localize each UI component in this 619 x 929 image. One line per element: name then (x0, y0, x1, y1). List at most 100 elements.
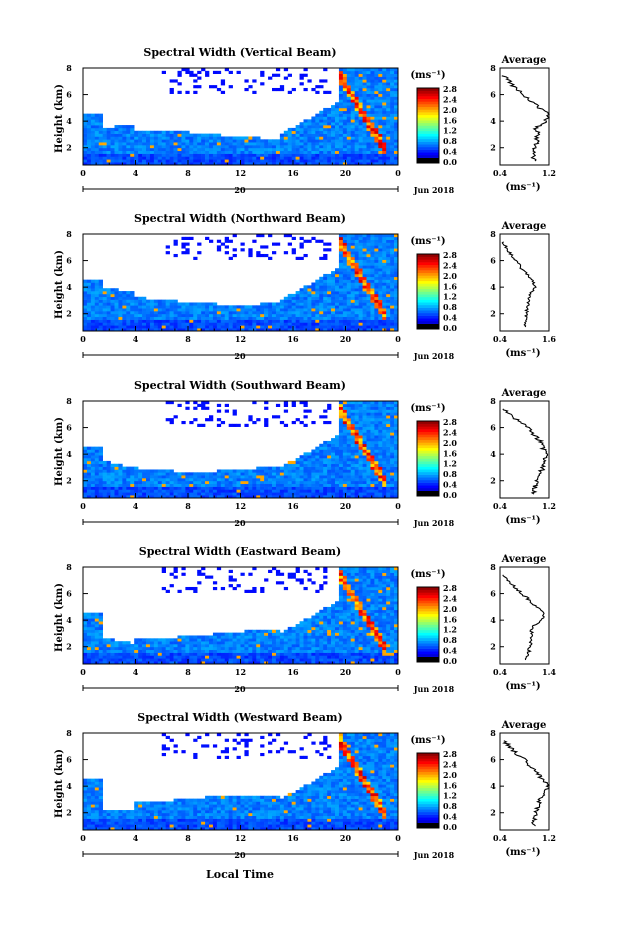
heatmap-cell (248, 472, 253, 476)
heatmap-cell (236, 475, 241, 479)
date-label: Jun 2018 (413, 185, 455, 195)
heatmap-cell (323, 142, 328, 146)
heatmap-cell (138, 308, 143, 312)
heatmap-cell (386, 236, 391, 240)
heatmap-cell (252, 159, 257, 163)
heatmap-cell (366, 466, 371, 470)
heatmap-cell (260, 308, 265, 312)
heatmap-cell (378, 234, 383, 238)
heatmap-cell (201, 652, 206, 656)
heatmap-cell (165, 658, 170, 662)
heatmap-cell (216, 483, 222, 487)
heatmap-cell (386, 262, 391, 266)
heatmap-cell (366, 418, 371, 422)
heatmap-cell (382, 142, 387, 146)
heatmap-cell (335, 291, 340, 295)
heatmap-cell (354, 325, 359, 329)
heatmap-cell (157, 130, 163, 134)
heatmap-cell (358, 319, 363, 323)
heatmap-cell (228, 70, 233, 74)
heatmap-cell (315, 159, 320, 163)
heatmap-cell (146, 150, 151, 154)
heatmap-cell (268, 162, 273, 166)
heatmap-cell (350, 469, 355, 473)
heatmap-cell (350, 440, 355, 445)
heatmap-cell (291, 489, 296, 493)
heatmap-cell (299, 142, 304, 146)
heatmap-cell (370, 265, 375, 269)
heatmap-cell (272, 495, 277, 499)
heatmap-cell (146, 311, 151, 315)
heatmap-cell (169, 641, 174, 645)
heatmap-cell (275, 305, 281, 309)
heatmap-cell (370, 259, 375, 263)
heatmap-cell (106, 311, 111, 315)
heatmap-cell (323, 440, 328, 445)
heatmap-cell (303, 305, 308, 309)
heatmap-cell (374, 119, 379, 123)
heatmap-cell (110, 291, 115, 295)
heatmap-cell (106, 489, 111, 493)
heatmap-cell (390, 296, 395, 300)
heatmap-cell (386, 432, 391, 436)
heatmap-cell (110, 316, 115, 320)
heatmap-cell (350, 446, 355, 450)
heatmap-cell (338, 265, 344, 269)
heatmap-cell (90, 279, 96, 283)
heatmap-cell (157, 133, 163, 137)
heatmap-cell (394, 311, 399, 315)
heatmap-cell (307, 239, 312, 243)
heatmap-cell (149, 472, 155, 476)
heatmap-cell (327, 107, 332, 112)
heatmap-cell (291, 311, 296, 315)
heatmap-cell (350, 420, 355, 425)
heatmap-cell (173, 150, 178, 154)
heatmap-cell (358, 415, 363, 419)
heatmap-cell (295, 328, 300, 332)
heatmap-cell (272, 156, 277, 160)
heatmap-cell (390, 268, 395, 272)
heatmap-cell (390, 463, 395, 467)
heatmap-cell (303, 293, 308, 298)
heatmap-cell (173, 308, 178, 312)
heatmap-cell (390, 105, 395, 109)
heatmap-cell (224, 162, 229, 166)
heatmap-cell (268, 489, 273, 493)
heatmap-cell (319, 489, 324, 493)
heatmap-cell (327, 469, 332, 473)
heatmap-cell (374, 322, 379, 326)
heatmap-cell (346, 460, 352, 465)
colorbar-swatch (417, 270, 439, 274)
heatmap-cell (338, 139, 344, 143)
heatmap-cell (323, 480, 328, 485)
heatmap-cell (394, 472, 399, 476)
heatmap-cell (362, 262, 367, 266)
heatmap-cell (260, 313, 265, 318)
heatmap-cell (102, 322, 107, 326)
heatmap-cell (378, 426, 383, 430)
heatmap-cell (394, 99, 399, 103)
heatmap-cell (311, 285, 316, 289)
heatmap-cell (342, 271, 348, 275)
colorbar-swatch (417, 101, 439, 105)
heatmap-cell (189, 139, 194, 143)
heatmap-cell (303, 288, 308, 292)
heatmap-cell (279, 466, 285, 470)
heatmap-cell (256, 313, 261, 318)
heatmap-cell (354, 492, 359, 496)
heatmap-cell (94, 458, 100, 462)
heatmap-cell (272, 251, 277, 255)
heatmap-cell (386, 446, 391, 450)
heatmap-cell (272, 322, 277, 326)
heatmap-cell (323, 279, 328, 283)
heatmap-cell (390, 446, 395, 450)
heatmap-cell (303, 401, 308, 405)
heatmap-cell (390, 147, 395, 152)
heatmap-cell (338, 125, 344, 129)
heatmap-cell (311, 145, 316, 149)
heatmap-cell (327, 291, 332, 295)
heatmap-cell (386, 85, 391, 89)
heatmap-cell (165, 475, 170, 479)
heatmap-cell (122, 316, 127, 320)
heatmap-cell (98, 624, 103, 628)
